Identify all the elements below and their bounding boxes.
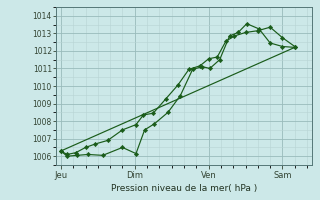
X-axis label: Pression niveau de la mer( hPa ): Pression niveau de la mer( hPa ) (111, 184, 257, 193)
